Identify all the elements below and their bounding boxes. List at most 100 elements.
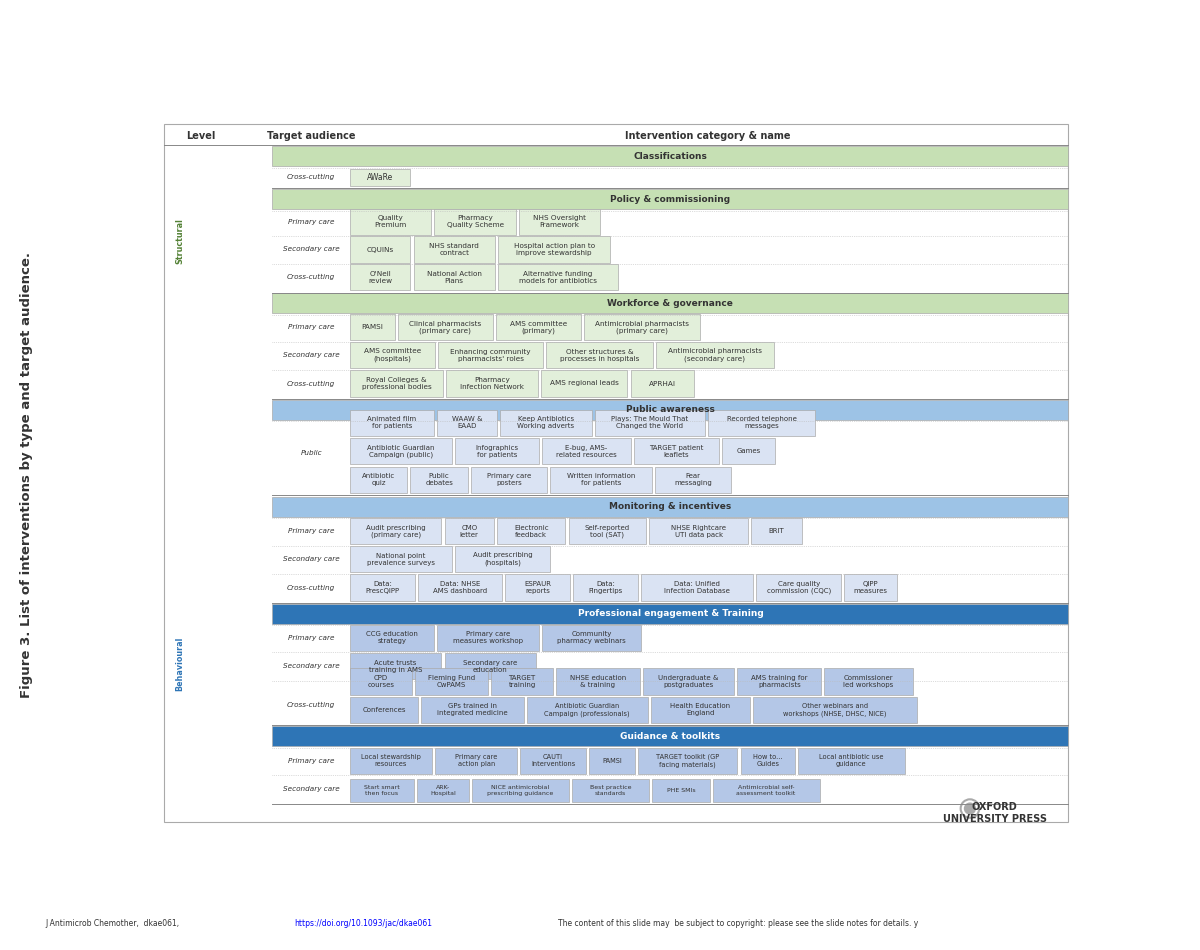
FancyBboxPatch shape — [527, 697, 648, 723]
Text: The content of this slide may  be subject to copyright: please see the slide not: The content of this slide may be subject… — [558, 919, 918, 928]
Text: TARGET patient
leaflets: TARGET patient leaflets — [649, 445, 703, 458]
FancyBboxPatch shape — [455, 546, 550, 572]
Text: National Action
Plans: National Action Plans — [427, 271, 481, 284]
Text: Classifications: Classifications — [634, 152, 707, 161]
Text: Best practice
standards: Best practice standards — [589, 786, 631, 796]
Text: Recorded telephone
messages: Recorded telephone messages — [726, 416, 797, 429]
FancyBboxPatch shape — [584, 314, 701, 340]
Text: Conferences: Conferences — [362, 707, 406, 713]
FancyBboxPatch shape — [713, 779, 820, 803]
FancyBboxPatch shape — [272, 294, 1068, 314]
FancyBboxPatch shape — [491, 669, 553, 694]
FancyBboxPatch shape — [740, 748, 794, 774]
Text: TARGET
training: TARGET training — [509, 675, 535, 688]
FancyBboxPatch shape — [414, 264, 494, 291]
Text: Cross-cutting: Cross-cutting — [287, 174, 335, 180]
Text: Quality
Premium: Quality Premium — [374, 216, 407, 228]
FancyBboxPatch shape — [569, 519, 646, 544]
FancyBboxPatch shape — [798, 748, 905, 774]
FancyBboxPatch shape — [542, 624, 641, 651]
FancyBboxPatch shape — [272, 400, 1068, 420]
Text: NHSE Rightcare
UTI data pack: NHSE Rightcare UTI data pack — [671, 524, 726, 538]
FancyBboxPatch shape — [546, 342, 653, 368]
Text: Cross-cutting: Cross-cutting — [287, 701, 335, 708]
Text: Data:
PrescQIPP: Data: PrescQIPP — [366, 581, 400, 594]
Text: Primary care: Primary care — [288, 528, 335, 534]
Text: Other structures &
processes in hospitals: Other structures & processes in hospital… — [560, 349, 640, 362]
FancyBboxPatch shape — [444, 653, 536, 679]
Text: Cross-cutting: Cross-cutting — [287, 380, 335, 387]
Text: AMS regional leads: AMS regional leads — [550, 381, 618, 387]
FancyBboxPatch shape — [350, 748, 432, 774]
FancyBboxPatch shape — [455, 438, 539, 465]
FancyBboxPatch shape — [630, 370, 694, 396]
Text: Professional engagement & Training: Professional engagement & Training — [577, 609, 763, 618]
Text: AMS committee
(hospitals): AMS committee (hospitals) — [364, 349, 421, 362]
Text: Secondary care: Secondary care — [283, 787, 340, 792]
FancyBboxPatch shape — [655, 466, 731, 493]
Text: PAMSI: PAMSI — [602, 758, 622, 764]
FancyBboxPatch shape — [638, 748, 738, 774]
Text: PAMSI: PAMSI — [361, 324, 383, 331]
FancyBboxPatch shape — [421, 697, 523, 723]
FancyBboxPatch shape — [521, 748, 586, 774]
FancyBboxPatch shape — [350, 653, 442, 679]
FancyBboxPatch shape — [350, 466, 407, 493]
Text: OXFORD
UNIVERSITY PRESS: OXFORD UNIVERSITY PRESS — [943, 803, 1046, 824]
FancyBboxPatch shape — [350, 575, 415, 600]
Text: Fleming Fund
CwPAMS: Fleming Fund CwPAMS — [428, 675, 475, 688]
FancyBboxPatch shape — [751, 519, 802, 544]
Text: Data: Unified
Infection Database: Data: Unified Infection Database — [665, 581, 730, 594]
FancyBboxPatch shape — [272, 726, 1068, 746]
Text: BRIT: BRIT — [769, 528, 785, 534]
Text: Figure 3. List of interventions by type and target audience.: Figure 3. List of interventions by type … — [20, 252, 32, 698]
Text: Antibiotic Guardian
Campaign (public): Antibiotic Guardian Campaign (public) — [367, 445, 434, 458]
Text: Keep Antibiotics
Working adverts: Keep Antibiotics Working adverts — [517, 416, 575, 429]
Text: Primary care: Primary care — [288, 635, 335, 640]
FancyBboxPatch shape — [350, 264, 410, 291]
FancyBboxPatch shape — [438, 342, 542, 368]
Text: Public
debates: Public debates — [425, 473, 454, 486]
FancyBboxPatch shape — [634, 438, 719, 465]
Text: NHSE education
& training: NHSE education & training — [570, 675, 626, 688]
Text: E-bug, AMS-
related resources: E-bug, AMS- related resources — [556, 445, 617, 458]
Text: Undergraduate &
postgraduates: Undergraduate & postgraduates — [659, 675, 719, 688]
Text: Primary care: Primary care — [288, 324, 335, 331]
Text: Secondary care: Secondary care — [283, 352, 340, 358]
Text: Alternative funding
models for antibiotics: Alternative funding models for antibioti… — [520, 271, 598, 284]
Text: Antibiotic
quiz: Antibiotic quiz — [362, 473, 395, 486]
Text: Electronic
feedback: Electronic feedback — [514, 524, 548, 538]
FancyBboxPatch shape — [416, 779, 469, 803]
Text: WAAW &
EAAD: WAAW & EAAD — [451, 416, 482, 429]
Text: AMS training for
pharmacists: AMS training for pharmacists — [751, 675, 808, 688]
Text: Written information
for patients: Written information for patients — [566, 473, 635, 486]
Text: Start smart
then focus: Start smart then focus — [364, 786, 400, 796]
Text: NICE antimicrobial
prescribing guidance: NICE antimicrobial prescribing guidance — [487, 786, 553, 796]
Text: CQUINs: CQUINs — [366, 246, 394, 253]
Text: NHS Oversight
Framework: NHS Oversight Framework — [533, 216, 586, 228]
FancyBboxPatch shape — [824, 669, 913, 694]
Text: Workforce & governance: Workforce & governance — [607, 299, 733, 308]
Text: Secondary care: Secondary care — [283, 556, 340, 562]
Text: QIPP
measures: QIPP measures — [853, 581, 888, 594]
FancyBboxPatch shape — [350, 409, 433, 436]
Text: PHE SMIs: PHE SMIs — [666, 788, 695, 793]
Text: Data: NHSE
AMS dashboard: Data: NHSE AMS dashboard — [433, 581, 487, 594]
Text: Enhancing community
pharmacists' roles: Enhancing community pharmacists' roles — [450, 349, 530, 362]
FancyBboxPatch shape — [653, 779, 709, 803]
FancyBboxPatch shape — [444, 519, 494, 544]
Text: Secondary care: Secondary care — [283, 663, 340, 669]
FancyBboxPatch shape — [497, 519, 565, 544]
Text: Local stewardship
resources: Local stewardship resources — [361, 754, 421, 768]
Text: AWaRe: AWaRe — [367, 173, 394, 181]
Text: Antimicrobial pharmacists
(secondary care): Antimicrobial pharmacists (secondary car… — [668, 349, 762, 362]
FancyBboxPatch shape — [500, 409, 592, 436]
FancyBboxPatch shape — [350, 314, 395, 340]
Text: Health Education
England: Health Education England — [670, 704, 731, 716]
Text: TARGET toolkit (GP
facing materials): TARGET toolkit (GP facing materials) — [656, 753, 720, 768]
FancyBboxPatch shape — [418, 575, 502, 600]
Text: Primary care: Primary care — [288, 218, 335, 225]
Text: Hospital action plan to
improve stewardship: Hospital action plan to improve stewards… — [514, 243, 595, 256]
Text: Audit prescribing
(hospitals): Audit prescribing (hospitals) — [473, 552, 533, 566]
FancyBboxPatch shape — [470, 466, 547, 493]
